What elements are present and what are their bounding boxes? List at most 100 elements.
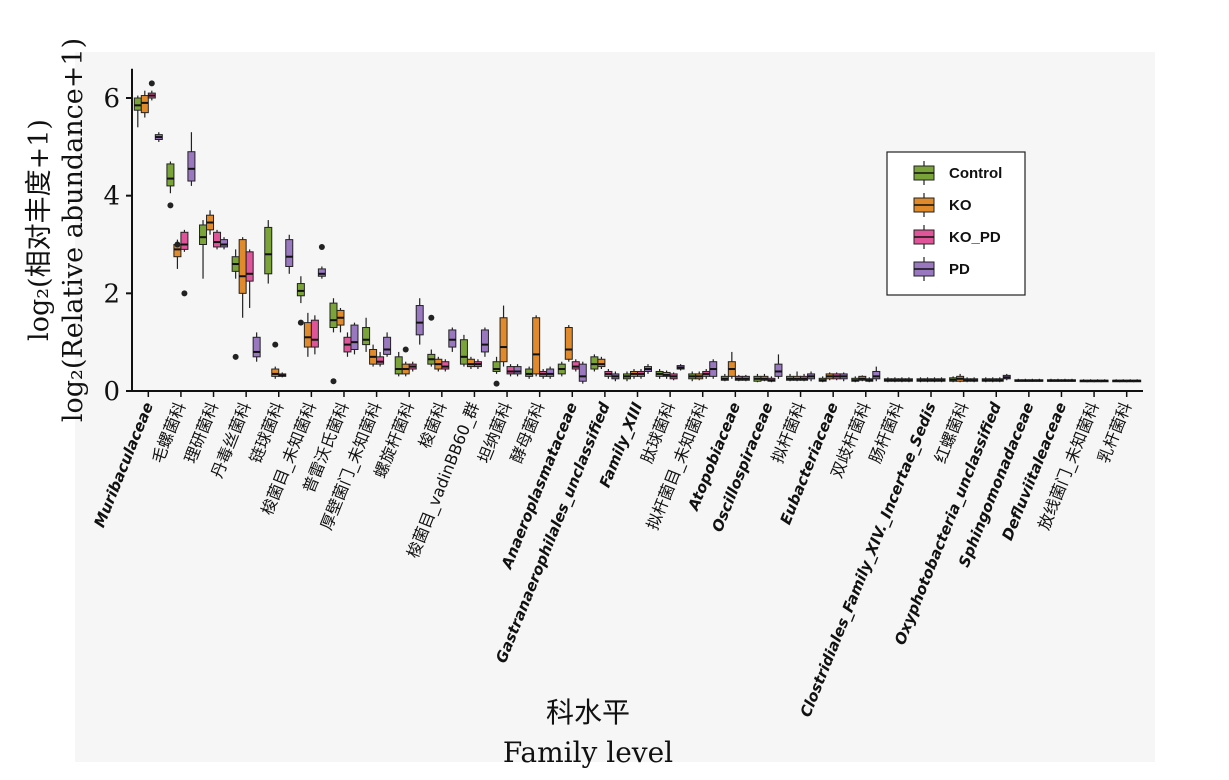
box-body	[296, 283, 305, 297]
legend-label: KO	[949, 197, 972, 214]
box-pd	[220, 237, 229, 250]
outlier-point	[402, 346, 409, 353]
box-control	[166, 161, 175, 209]
y-tick-label: 0	[103, 377, 120, 407]
box-control	[231, 249, 240, 360]
box-ko-pd	[473, 359, 482, 370]
box-control	[199, 220, 208, 279]
box-pd	[774, 354, 783, 379]
box-ko-pd	[408, 361, 417, 372]
box-body	[264, 226, 273, 275]
box-ko-pd	[506, 364, 515, 377]
box-pd	[1067, 378, 1076, 382]
box-body	[329, 302, 338, 329]
box-pd	[1100, 379, 1109, 383]
box-pd	[807, 371, 816, 382]
box-control	[459, 334, 468, 367]
outlier-point	[330, 378, 337, 385]
box-ko	[988, 377, 997, 383]
box-ko	[434, 356, 443, 372]
outlier-point	[428, 314, 435, 321]
box-pd	[1133, 379, 1142, 383]
box-ko-pd	[767, 376, 776, 383]
box-pd	[187, 132, 196, 186]
box-body	[506, 366, 515, 375]
legend-label: PD	[949, 261, 970, 278]
box-ko-pd	[832, 372, 841, 381]
box-ko-pd	[1093, 379, 1102, 383]
box-ko-pd	[604, 369, 613, 379]
box-ko-pd	[343, 332, 352, 357]
box-body	[546, 368, 555, 377]
box-ko-pd	[213, 229, 222, 250]
box-pd	[350, 322, 359, 355]
box-ko-pd	[1060, 378, 1069, 382]
box-body	[590, 356, 599, 370]
box-ko-pd	[897, 377, 906, 383]
box-ko	[890, 377, 899, 383]
box-ko	[271, 341, 280, 379]
box-ko	[466, 356, 475, 370]
box-pd	[252, 332, 261, 362]
box-body	[303, 322, 312, 348]
box-body	[597, 358, 606, 368]
outlier-point	[232, 353, 239, 360]
box-ko	[793, 371, 802, 382]
box-pd	[839, 372, 848, 382]
box-ko	[499, 305, 508, 367]
legend-label: KO_PD	[949, 229, 1001, 246]
box-pd	[872, 366, 881, 382]
box-body	[238, 239, 247, 294]
box-ko	[956, 373, 965, 383]
outlier-point	[297, 319, 304, 326]
box-control	[1079, 379, 1088, 383]
outlier-point	[272, 341, 279, 348]
y-axis-title-en: log₂(Relative abundance+1)	[58, 38, 89, 422]
box-ko-pd	[865, 377, 874, 383]
box-ko	[140, 90, 149, 118]
box-body	[140, 95, 149, 114]
box-ko-pd	[963, 377, 972, 383]
box-control	[1112, 379, 1121, 383]
box-body	[578, 363, 587, 382]
y-tick-label: 6	[103, 84, 120, 114]
x-tick-label: 梭菌科	[415, 399, 451, 451]
box-pd	[448, 327, 457, 352]
box-ko	[597, 356, 606, 370]
box-ko	[825, 372, 834, 381]
box-ko-pd	[669, 372, 678, 381]
box-body	[133, 97, 142, 111]
box-body	[252, 336, 261, 358]
box-body	[499, 317, 508, 363]
box-control	[655, 369, 664, 379]
box-ko	[727, 351, 736, 379]
box-pd	[154, 132, 163, 142]
box-body	[564, 327, 573, 360]
box-ko	[206, 210, 215, 235]
box-control	[329, 298, 338, 385]
box-body	[317, 268, 326, 277]
box-control	[557, 361, 566, 377]
box-control	[916, 377, 925, 383]
box-body	[415, 305, 424, 336]
y-axis-title-cn: log₂(相对丰度+1)	[24, 119, 55, 341]
box-body	[459, 339, 468, 365]
box-ko-pd	[571, 359, 580, 372]
box-ko-pd	[637, 369, 645, 379]
box-control	[427, 314, 436, 367]
box-ko-pd	[734, 374, 743, 382]
box-ko-pd	[930, 377, 939, 383]
box-body	[199, 224, 208, 245]
box-body	[310, 319, 319, 348]
box-body	[350, 324, 359, 350]
x-tick-label: Muribaculaceae	[90, 400, 157, 530]
box-ko	[923, 377, 932, 383]
box-control	[492, 356, 501, 387]
box-ko-pd	[702, 369, 711, 379]
box-body	[394, 356, 403, 375]
box-body	[376, 356, 385, 365]
box-pd	[317, 243, 326, 279]
box-control	[786, 373, 795, 382]
box-ko-pd	[310, 315, 319, 355]
